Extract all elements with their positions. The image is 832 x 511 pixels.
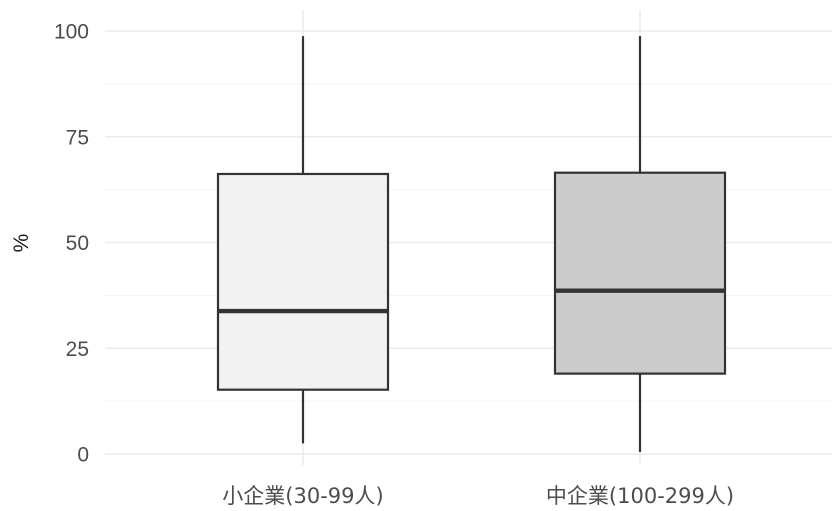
iqr-box — [553, 171, 727, 375]
y-tick-label: 25 — [66, 338, 89, 361]
box-marks — [216, 36, 727, 452]
y-tick-label: 50 — [66, 232, 89, 255]
y-tick-label: 75 — [66, 126, 89, 149]
x-axis-ticks: 小企業(30-99人) 中企業(100-299人) — [222, 484, 734, 508]
y-tick-label: 0 — [77, 444, 89, 467]
box-group — [216, 36, 390, 444]
y-axis-ticks: 0 25 50 75 100 — [54, 21, 89, 467]
x-tick-label: 小企業(30-99人) — [222, 484, 383, 508]
y-axis-title: % — [10, 234, 33, 253]
x-tick-label: 中企業(100-299人) — [546, 484, 734, 508]
iqr-box — [216, 172, 390, 391]
box-group — [553, 36, 727, 452]
y-tick-label: 100 — [54, 21, 89, 44]
